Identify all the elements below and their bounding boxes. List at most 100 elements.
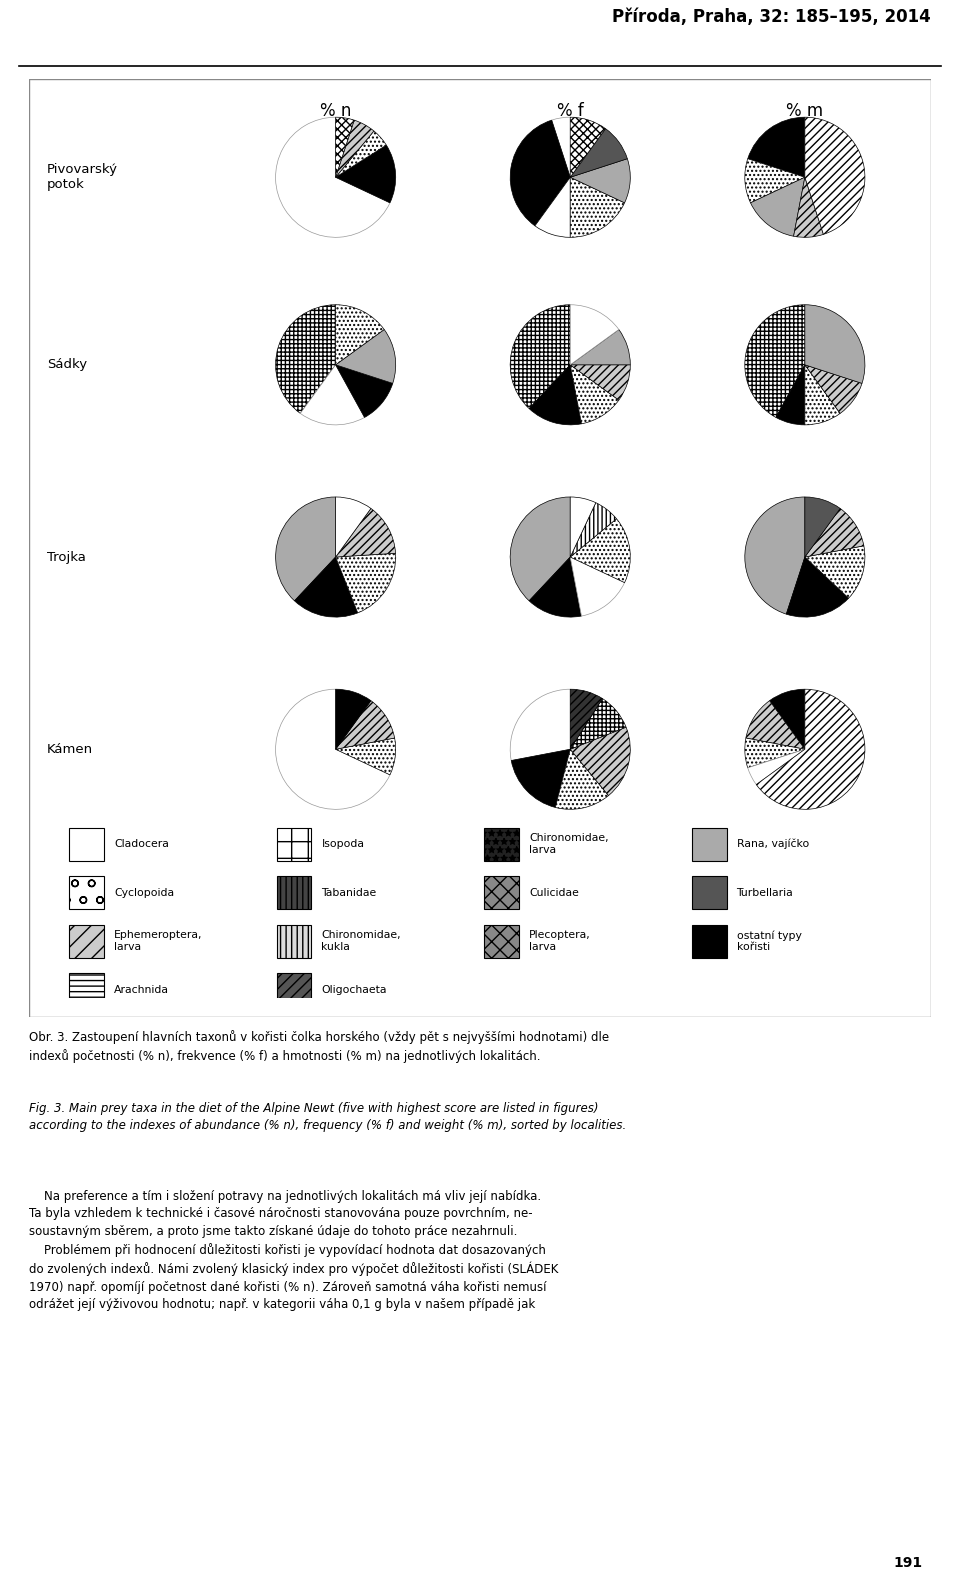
Wedge shape [552, 117, 570, 177]
Text: ostatní typy
kořisti: ostatní typy kořisti [736, 930, 802, 952]
FancyBboxPatch shape [69, 972, 104, 1005]
FancyBboxPatch shape [69, 925, 104, 958]
Wedge shape [510, 689, 570, 761]
FancyBboxPatch shape [692, 827, 727, 860]
Text: Chironomidae,
larva: Chironomidae, larva [529, 834, 609, 854]
Wedge shape [570, 519, 631, 583]
Text: Pivovarský
potok: Pivovarský potok [47, 164, 118, 191]
Text: Culicidae: Culicidae [529, 887, 579, 898]
Wedge shape [300, 364, 365, 426]
Text: Cyclopoida: Cyclopoida [114, 887, 174, 898]
Wedge shape [336, 364, 393, 418]
Wedge shape [570, 364, 619, 424]
Wedge shape [276, 496, 336, 600]
Wedge shape [746, 701, 804, 749]
FancyBboxPatch shape [276, 925, 311, 958]
Text: Turbellaria: Turbellaria [736, 887, 793, 898]
Wedge shape [276, 117, 390, 238]
FancyBboxPatch shape [276, 972, 311, 1005]
FancyBboxPatch shape [484, 925, 519, 958]
Wedge shape [804, 364, 862, 413]
Text: Tabanidae: Tabanidae [322, 887, 376, 898]
FancyBboxPatch shape [276, 827, 311, 860]
Wedge shape [510, 496, 570, 600]
Wedge shape [804, 117, 865, 235]
Wedge shape [570, 304, 619, 364]
Wedge shape [570, 364, 631, 400]
Wedge shape [336, 304, 384, 364]
Wedge shape [512, 749, 570, 807]
Wedge shape [570, 698, 626, 749]
Wedge shape [336, 553, 396, 613]
Wedge shape [336, 701, 395, 749]
Wedge shape [570, 556, 625, 616]
Text: Isopoda: Isopoda [322, 838, 365, 849]
Wedge shape [529, 556, 582, 618]
FancyBboxPatch shape [69, 827, 104, 860]
Wedge shape [336, 329, 396, 383]
Wedge shape [570, 329, 631, 364]
Text: % n: % n [320, 102, 351, 120]
Text: Příroda, Praha, 32: 185–195, 2014: Příroda, Praha, 32: 185–195, 2014 [612, 8, 931, 27]
FancyBboxPatch shape [484, 876, 519, 909]
Wedge shape [336, 117, 354, 177]
Wedge shape [570, 177, 625, 238]
Wedge shape [570, 727, 631, 796]
Text: Trojka: Trojka [47, 550, 85, 564]
Wedge shape [748, 117, 804, 177]
Wedge shape [570, 117, 606, 177]
Wedge shape [756, 689, 865, 810]
Wedge shape [336, 509, 396, 556]
Text: Rana, vajíčko: Rana, vajíčko [736, 838, 808, 849]
FancyBboxPatch shape [276, 876, 311, 909]
Wedge shape [336, 120, 373, 177]
Wedge shape [510, 120, 570, 225]
Text: Plecoptera,
larva: Plecoptera, larva [529, 930, 590, 952]
Text: Obr. 3. Zastoupení hlavních taxonů v kořisti čolka horského (vždy pět s nejvyšší: Obr. 3. Zastoupení hlavních taxonů v koř… [29, 1031, 609, 1062]
Wedge shape [770, 689, 804, 749]
Text: Arachnida: Arachnida [114, 985, 169, 994]
Text: Kámen: Kámen [47, 742, 93, 756]
Wedge shape [529, 364, 582, 426]
Wedge shape [804, 364, 840, 426]
Wedge shape [804, 496, 840, 556]
FancyBboxPatch shape [692, 876, 727, 909]
Wedge shape [804, 509, 864, 556]
FancyBboxPatch shape [692, 925, 727, 958]
Text: Chironomidae,
kukla: Chironomidae, kukla [322, 930, 401, 952]
Wedge shape [276, 304, 336, 413]
Wedge shape [570, 159, 631, 203]
Wedge shape [570, 129, 627, 177]
Text: Cladocera: Cladocera [114, 838, 169, 849]
Text: Na preference a tím i složení potravy na jednotlivých lokalitách má vliv její na: Na preference a tím i složení potravy na… [29, 1190, 558, 1311]
Wedge shape [555, 749, 609, 810]
Wedge shape [535, 177, 570, 238]
Wedge shape [804, 545, 865, 599]
Wedge shape [336, 738, 396, 775]
Text: % m: % m [786, 102, 824, 120]
Text: Ephemeroptera,
larva: Ephemeroptera, larva [114, 930, 203, 952]
Text: 191: 191 [893, 1557, 923, 1570]
Wedge shape [776, 364, 804, 426]
Wedge shape [336, 131, 386, 177]
Wedge shape [745, 496, 804, 615]
Wedge shape [570, 689, 603, 749]
Wedge shape [295, 556, 358, 618]
Wedge shape [336, 496, 371, 556]
Wedge shape [336, 145, 396, 203]
Wedge shape [804, 304, 865, 383]
Text: % f: % f [557, 102, 584, 120]
Text: Fig. 3. Main prey taxa in the diet of the Alpine Newt (five with highest score a: Fig. 3. Main prey taxa in the diet of th… [29, 1102, 626, 1132]
Wedge shape [276, 689, 390, 810]
Text: Oligochaeta: Oligochaeta [322, 985, 387, 994]
Wedge shape [570, 503, 616, 556]
Wedge shape [748, 749, 804, 785]
Wedge shape [794, 177, 824, 238]
Wedge shape [570, 496, 596, 556]
Wedge shape [786, 556, 849, 618]
Wedge shape [336, 689, 371, 749]
Wedge shape [745, 159, 804, 203]
Wedge shape [745, 738, 804, 768]
Wedge shape [745, 304, 804, 418]
FancyBboxPatch shape [484, 827, 519, 860]
